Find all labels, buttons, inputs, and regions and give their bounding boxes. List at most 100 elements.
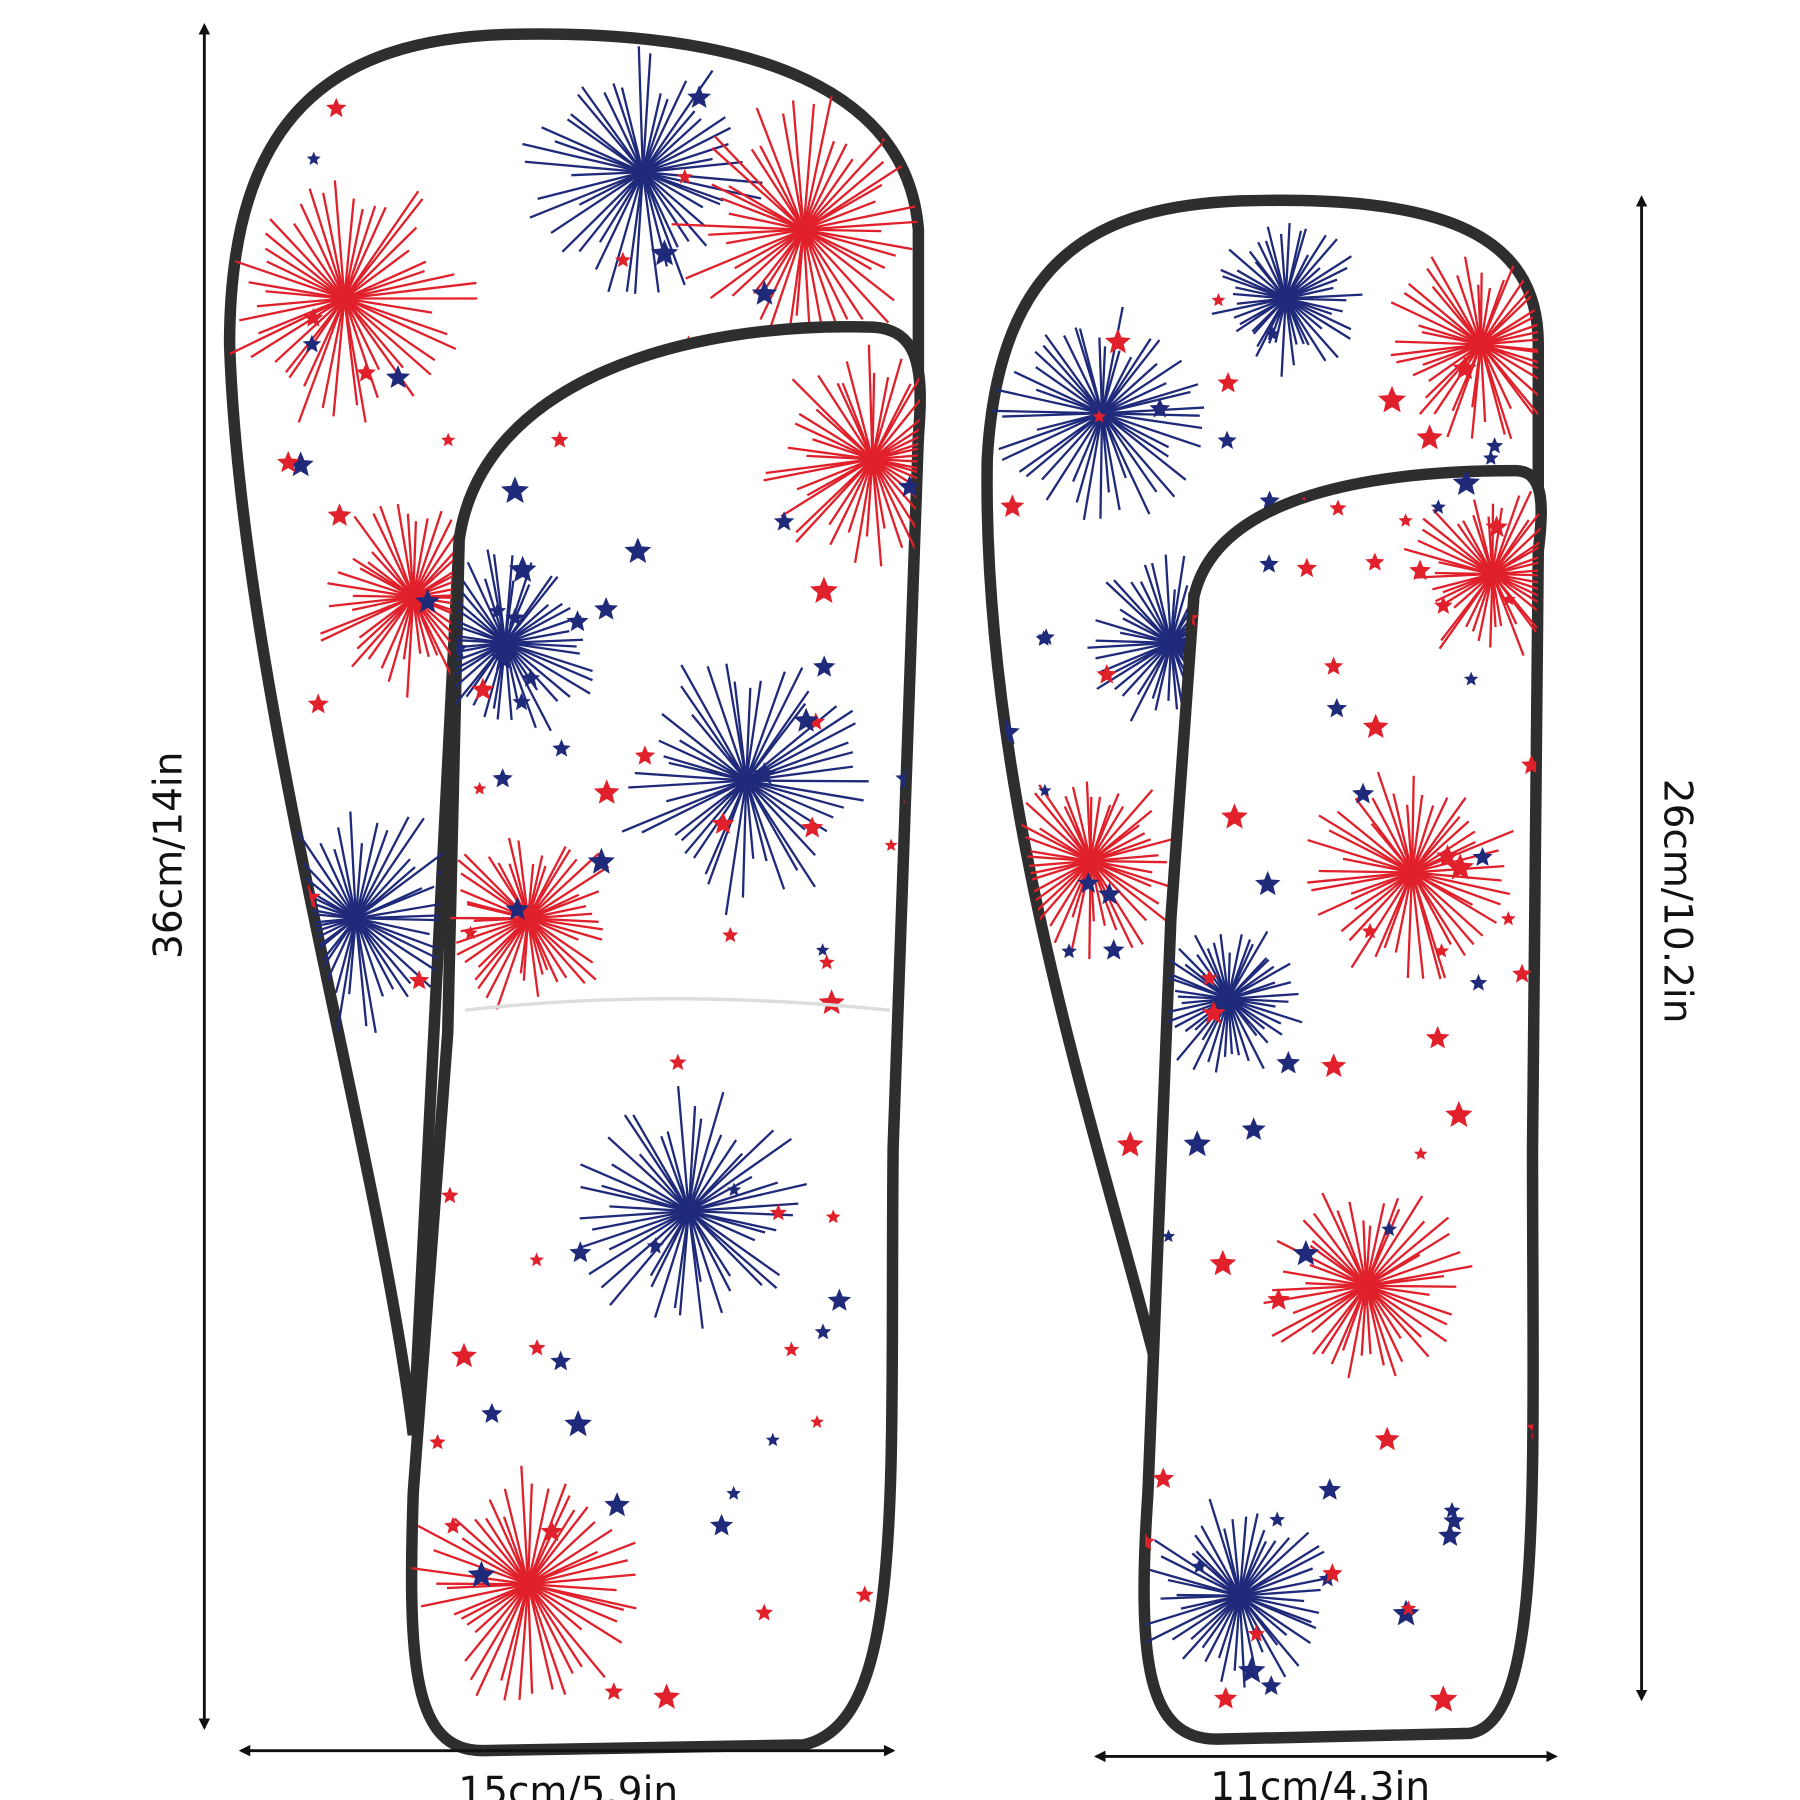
burst-ray: [802, 142, 883, 231]
star: [1105, 328, 1131, 354]
burst-ray: [871, 458, 918, 512]
burst-ray: [1206, 947, 1230, 1000]
burst-ray: [745, 687, 752, 781]
burst-ray: [1422, 343, 1482, 366]
star: [1003, 881, 1028, 905]
burst-ray: [641, 98, 669, 173]
burst-ray: [526, 865, 547, 919]
burst-ray: [325, 917, 357, 984]
burst-ray: [688, 1210, 756, 1242]
burst-ray: [802, 96, 833, 230]
burst-ray: [1480, 318, 1539, 346]
burst-ray: [1095, 619, 1172, 644]
burst-ray: [745, 667, 804, 782]
burst-ray: [1311, 1239, 1367, 1287]
burst-ray: [492, 554, 507, 643]
burst-ray: [1360, 1285, 1368, 1356]
star: [326, 97, 347, 118]
burst-ray: [1182, 1594, 1241, 1660]
burst-ray: [1403, 547, 1493, 576]
star: [1077, 872, 1100, 893]
burst-ray: [258, 297, 345, 335]
star: [1469, 973, 1488, 991]
burst-ray: [1365, 1208, 1401, 1287]
burst-ray: [1395, 340, 1481, 346]
burst-ray: [1284, 297, 1327, 362]
star: [241, 1203, 257, 1218]
star: [1209, 1249, 1237, 1276]
burst-ray: [601, 1184, 690, 1213]
burst-ray: [1480, 335, 1539, 346]
star: [550, 430, 569, 448]
burst-ray: [1365, 1284, 1453, 1316]
burst-ray: [1411, 830, 1476, 874]
burst-ray: [1082, 413, 1104, 520]
star: [508, 555, 537, 583]
burst-ray: [638, 1153, 690, 1212]
burst-ray: [594, 171, 644, 271]
burst-ray: [1292, 1284, 1367, 1315]
burst-ray: [1406, 872, 1414, 979]
burst-ray: [688, 1181, 779, 1213]
burst-ray: [488, 1499, 530, 1585]
burst-ray: [1236, 269, 1287, 300]
burst-ray: [1318, 869, 1413, 874]
burst-ray: [673, 1210, 690, 1309]
burst-ray: [527, 1583, 618, 1623]
burst-ray: [485, 1517, 530, 1585]
star: [1485, 515, 1508, 538]
star: [481, 1402, 503, 1424]
burst-ray: [1365, 1250, 1461, 1287]
burst-ray: [1239, 1594, 1312, 1645]
star: [1200, 969, 1218, 986]
burst-ray: [455, 917, 529, 944]
burst-ray: [872, 458, 921, 492]
burst-ray: [526, 1583, 554, 1690]
burst-ray: [1285, 278, 1338, 300]
burst-ray: [358, 596, 414, 639]
burst-ray: [625, 172, 644, 292]
burst-ray: [1238, 1595, 1264, 1653]
burst-ray: [688, 1209, 766, 1234]
burst-ray: [1049, 860, 1092, 927]
star: [1002, 1210, 1026, 1234]
burst-ray: [1374, 871, 1414, 958]
burst-ray: [1465, 573, 1494, 628]
burst-ray: [354, 917, 395, 990]
burst-ray: [1028, 859, 1092, 896]
burst-ray: [293, 223, 346, 300]
burst-ray: [1219, 934, 1230, 999]
burst-ray: [1365, 1285, 1404, 1363]
burst-ray: [527, 917, 603, 941]
burst-ray: [344, 297, 433, 314]
burst-ray: [1491, 547, 1542, 576]
burst-ray: [796, 458, 873, 491]
star: [710, 1513, 734, 1536]
burst-ray: [453, 1517, 529, 1586]
burst-ray: [802, 159, 911, 231]
burst-ray: [781, 113, 805, 230]
burst-ray: [853, 458, 874, 563]
burst-ray: [527, 1583, 583, 1668]
star: [1326, 697, 1348, 718]
star: [1211, 293, 1226, 307]
burst-ray: [1090, 838, 1172, 863]
burst-ray: [319, 842, 357, 919]
burst-ray: [269, 218, 346, 300]
star: [1429, 1685, 1458, 1712]
burst-ray: [343, 190, 420, 300]
star: [1321, 1053, 1347, 1078]
burst-ray: [248, 281, 345, 300]
burst-ray: [1491, 573, 1537, 633]
burst-ray: [1151, 642, 1173, 699]
burst-ray: [1340, 871, 1413, 933]
burst-ray: [871, 458, 919, 531]
burst-ray: [794, 422, 873, 461]
star: [1259, 554, 1279, 573]
burst-ray: [802, 140, 836, 230]
burst-ray: [1284, 298, 1305, 345]
star: [277, 450, 300, 473]
burst-ray: [1407, 282, 1482, 346]
star: [1267, 1288, 1290, 1310]
star: [1098, 882, 1121, 905]
